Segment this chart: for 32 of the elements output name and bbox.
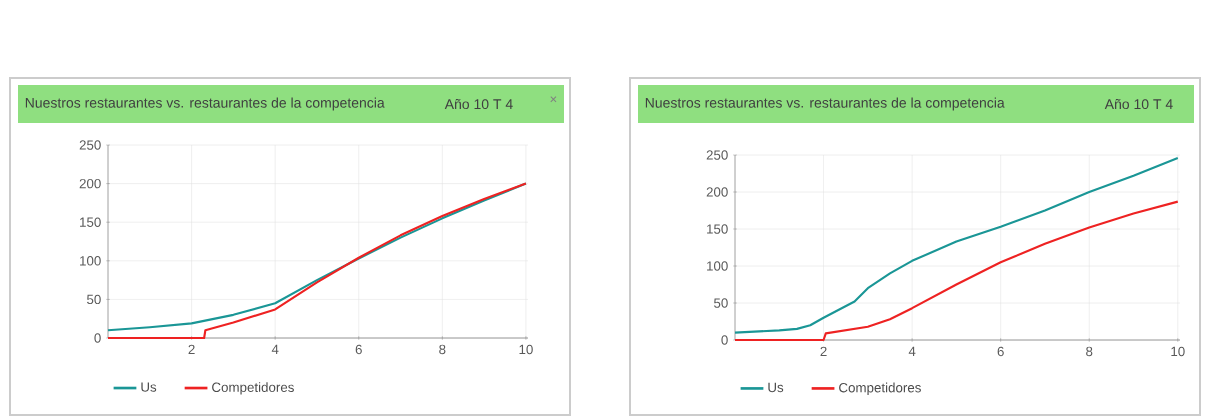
y-tick-label: 50	[714, 298, 728, 308]
chart-subtitle: Año 10 T 4	[1104, 98, 1173, 110]
chart-title: Nuestros restaurantes vs. restaurantes de la competencia	[645, 97, 1005, 111]
x-tick-label: 8	[439, 344, 446, 355]
x-tick-label: 2	[188, 344, 195, 355]
legend-label: Competidores	[212, 382, 294, 395]
y-tick-label: 150	[80, 217, 101, 227]
y-tick-label: 100	[707, 261, 728, 271]
legend-label: Us	[768, 382, 784, 393]
x-tick-label: 10	[519, 344, 533, 355]
chart-title: Nuestros restaurantes vs. restaurantes de la competencia	[25, 97, 385, 111]
x-tick-label: 4	[908, 346, 916, 356]
y-tick-label: 200	[706, 187, 728, 197]
y-tick-label: 50	[87, 294, 101, 305]
chart-subtitle: Año 10 T 4	[444, 98, 513, 110]
y-tick-label: 250	[706, 150, 728, 160]
x-tick-label: 6	[355, 344, 362, 355]
legend-label: Competidores	[839, 382, 921, 396]
text: ×	[550, 96, 557, 103]
x-tick-label: 8	[1086, 346, 1093, 357]
y-tick-label: 250	[79, 140, 101, 150]
y-tick-label: 200	[79, 178, 101, 189]
x-tick-label: 4	[271, 344, 279, 354]
x-tick-label: 10	[1171, 346, 1185, 357]
y-tick-label: 100	[80, 256, 101, 266]
y-tick-label: 0	[94, 333, 101, 343]
x-tick-label: 2	[820, 346, 827, 357]
legend-label: Us	[141, 382, 157, 392]
y-tick-label: 0	[721, 335, 728, 345]
line-series	[733, 156, 1179, 334]
y-tick-label: 150	[707, 224, 728, 234]
x-tick-label: 6	[997, 346, 1004, 357]
